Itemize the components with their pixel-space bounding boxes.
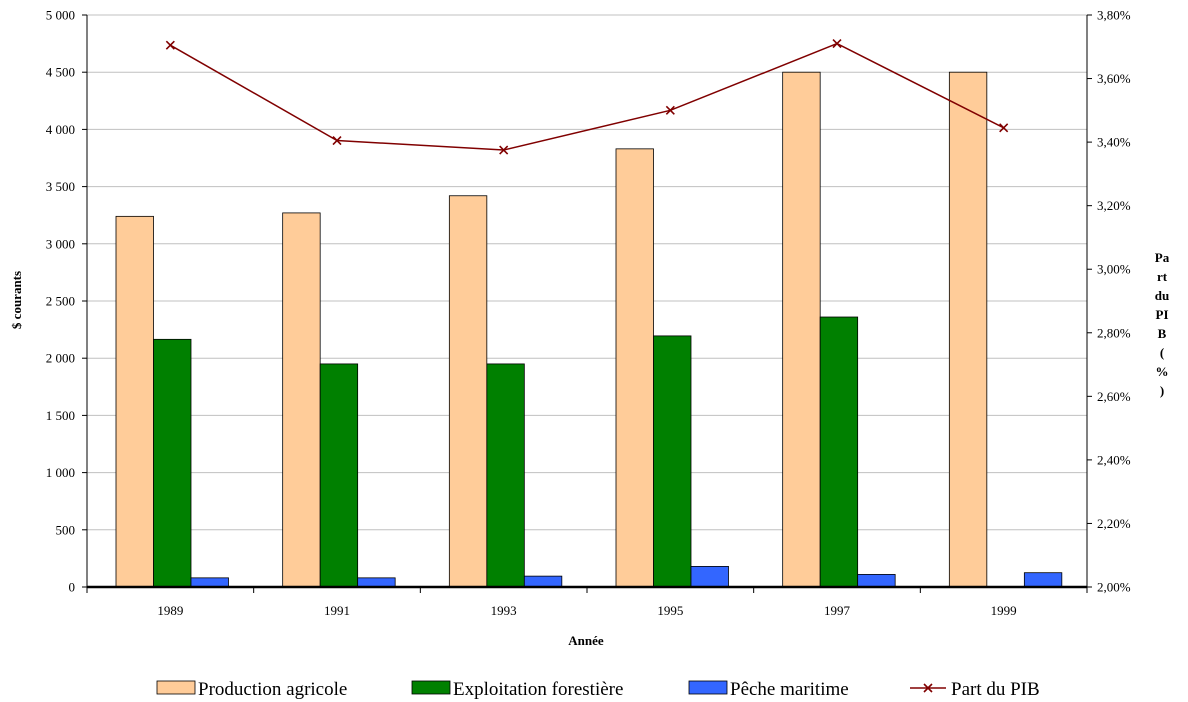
y2-tick-label: 2,00% [1097, 580, 1131, 595]
y2-tick-label: 3,20% [1097, 198, 1131, 213]
bar [819, 316, 859, 588]
bar [1023, 572, 1063, 588]
bar [319, 363, 359, 588]
x-axis-title: Année [568, 633, 604, 648]
legend-label: Part du PIB [951, 679, 1040, 700]
x-tick-label: 1991 [324, 603, 350, 618]
y2-tick-label: 2,60% [1097, 389, 1131, 404]
legend-label: Production agricole [198, 679, 347, 700]
x-tick-label: 1999 [991, 603, 1017, 618]
y-axis-title: $ courants [9, 271, 24, 329]
y-tick-label: 500 [56, 522, 76, 537]
x-tick-label: 1989 [157, 603, 183, 618]
gridlines [87, 14, 1087, 531]
y-tick-label: 0 [69, 580, 76, 595]
bar [782, 71, 821, 588]
legend-label: Pêche maritime [730, 679, 849, 700]
bar [190, 577, 229, 588]
y2-title-part: ( [1160, 345, 1164, 360]
y2-axis-title: Pa rt du PI B (%) [1155, 250, 1170, 398]
x-axis-ticks: 1989 1991 1993 1995 1997 1999 [86, 587, 1088, 618]
y2-tick-label: 3,00% [1097, 262, 1131, 277]
bar [357, 577, 396, 588]
line-point [832, 39, 842, 49]
y-tick-label: 2 500 [46, 294, 75, 309]
bar [115, 215, 154, 588]
right-axis-ticks: 2,00% 2,20% 2,40% 2,60% 2,80% 3,00% 3,20% 3,40%… [1087, 8, 1131, 595]
y2-title-part: ) [1160, 383, 1164, 398]
y-tick-label: 2 000 [46, 351, 75, 366]
legend-swatch [688, 680, 728, 695]
bar [282, 212, 321, 588]
bar [486, 363, 525, 588]
y2-tick-label: 2,80% [1097, 325, 1131, 340]
y2-tick-label: 2,20% [1097, 516, 1131, 531]
legend-swatch [156, 680, 196, 695]
bar [653, 335, 692, 588]
y2-title-part: rt [1157, 269, 1168, 284]
legend-swatch [411, 680, 451, 695]
y2-tick-label: 2,40% [1097, 452, 1131, 467]
y-tick-label: 5 000 [46, 8, 75, 23]
y2-tick-label: 3,40% [1097, 135, 1131, 150]
legend-marker [923, 683, 933, 693]
legend-label: Exploitation forestière [453, 679, 623, 700]
y-tick-label: 4 500 [46, 65, 75, 80]
y-tick-label: 3 500 [46, 179, 75, 194]
line-point [499, 145, 509, 155]
y2-title-part: PI [1156, 307, 1169, 322]
line-point [999, 123, 1009, 133]
bar [857, 574, 896, 588]
y2-tick-label: 3,80% [1097, 8, 1131, 23]
y-tick-label: 1 500 [46, 408, 75, 423]
y2-title-part: Pa [1155, 250, 1170, 265]
line-point [165, 40, 175, 50]
bar [448, 195, 488, 588]
bar [523, 575, 563, 588]
left-axis-ticks: 0 500 1 000 1 500 2 000 2 500 3 000 3 500 4 000 4… [46, 8, 87, 595]
bar [615, 148, 654, 588]
y2-title-part: du [1155, 288, 1169, 303]
gdp-share-line [165, 39, 1009, 155]
bar [948, 71, 988, 588]
legend: Production agricole Exploitation forestiè… [156, 679, 1040, 700]
y2-title-part: % [1156, 364, 1169, 379]
y2-title-part: B [1158, 326, 1167, 341]
x-tick-label: 1995 [657, 603, 683, 618]
line-point [332, 135, 342, 146]
x-tick-label: 1997 [824, 603, 851, 618]
y-tick-label: 3 000 [46, 236, 75, 251]
line-point [665, 105, 675, 115]
y-tick-label: 4 000 [46, 122, 75, 137]
y-tick-label: 1 000 [46, 465, 75, 480]
x-tick-label: 1993 [491, 603, 517, 618]
y2-tick-label: 3,60% [1097, 71, 1131, 86]
bar [690, 566, 729, 588]
bar-series [115, 71, 1063, 588]
bar [153, 338, 192, 588]
gdp-share-line-path [169, 42, 1005, 151]
